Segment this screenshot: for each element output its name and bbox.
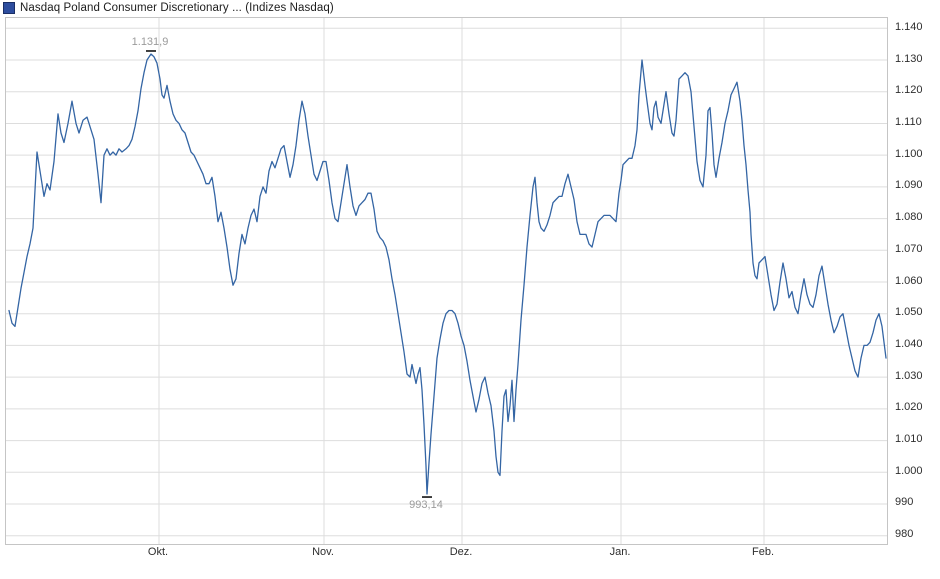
low-annotation: 993,14 <box>409 499 443 512</box>
plot-area[interactable] <box>5 17 888 545</box>
x-axis-label: Okt. <box>147 546 169 558</box>
chart-legend: Nasdaq Poland Consumer Discretionary ...… <box>3 2 334 14</box>
y-axis-label: 1.080 <box>895 211 923 224</box>
x-axis-label: Feb. <box>751 546 774 558</box>
x-axis-label: Jan. <box>609 546 631 558</box>
y-axis-label: 980 <box>895 528 914 541</box>
y-axis-label: 1.130 <box>895 52 923 65</box>
y-axis-label: 990 <box>895 496 914 509</box>
y-axis-label: 1.020 <box>895 401 923 414</box>
high-annotation: 1.131,9 <box>131 35 169 48</box>
y-axis-label: 1.040 <box>895 337 923 350</box>
y-axis-label: 1.050 <box>895 306 923 319</box>
y-axis-label: 1.100 <box>895 147 923 160</box>
x-axis-label: Dez. <box>449 546 473 558</box>
y-axis-label: 1.010 <box>895 433 923 446</box>
y-axis-label: 1.120 <box>895 84 923 97</box>
legend-color-swatch <box>3 2 15 14</box>
y-axis-label: 1.110 <box>895 115 922 128</box>
y-axis-label: 1.090 <box>895 179 923 192</box>
y-axis-label: 1.070 <box>895 242 923 255</box>
chart-title: Nasdaq Poland Consumer Discretionary ...… <box>20 2 334 14</box>
y-axis-label: 1.000 <box>895 464 923 477</box>
price-series-line <box>8 53 887 495</box>
y-axis-label: 1.030 <box>895 369 923 382</box>
x-axis-label: Nov. <box>312 546 334 558</box>
y-axis-label: 1.060 <box>895 274 923 287</box>
y-axis-label: 1.140 <box>895 20 923 33</box>
price-line-chart <box>6 18 887 544</box>
